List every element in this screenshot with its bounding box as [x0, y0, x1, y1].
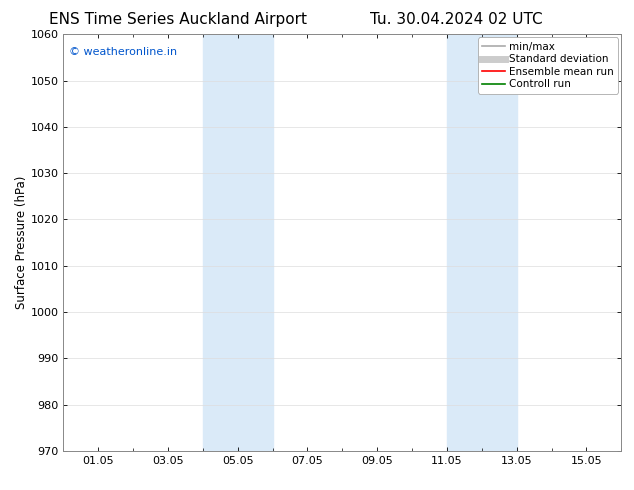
- Bar: [447, 34, 517, 451]
- Y-axis label: Surface Pressure (hPa): Surface Pressure (hPa): [15, 176, 28, 309]
- Text: © weatheronline.in: © weatheronline.in: [69, 47, 177, 57]
- Bar: [203, 34, 273, 451]
- Text: ENS Time Series Auckland Airport: ENS Time Series Auckland Airport: [49, 12, 306, 27]
- Legend: min/max, Standard deviation, Ensemble mean run, Controll run: min/max, Standard deviation, Ensemble me…: [478, 37, 618, 94]
- Text: Tu. 30.04.2024 02 UTC: Tu. 30.04.2024 02 UTC: [370, 12, 543, 27]
